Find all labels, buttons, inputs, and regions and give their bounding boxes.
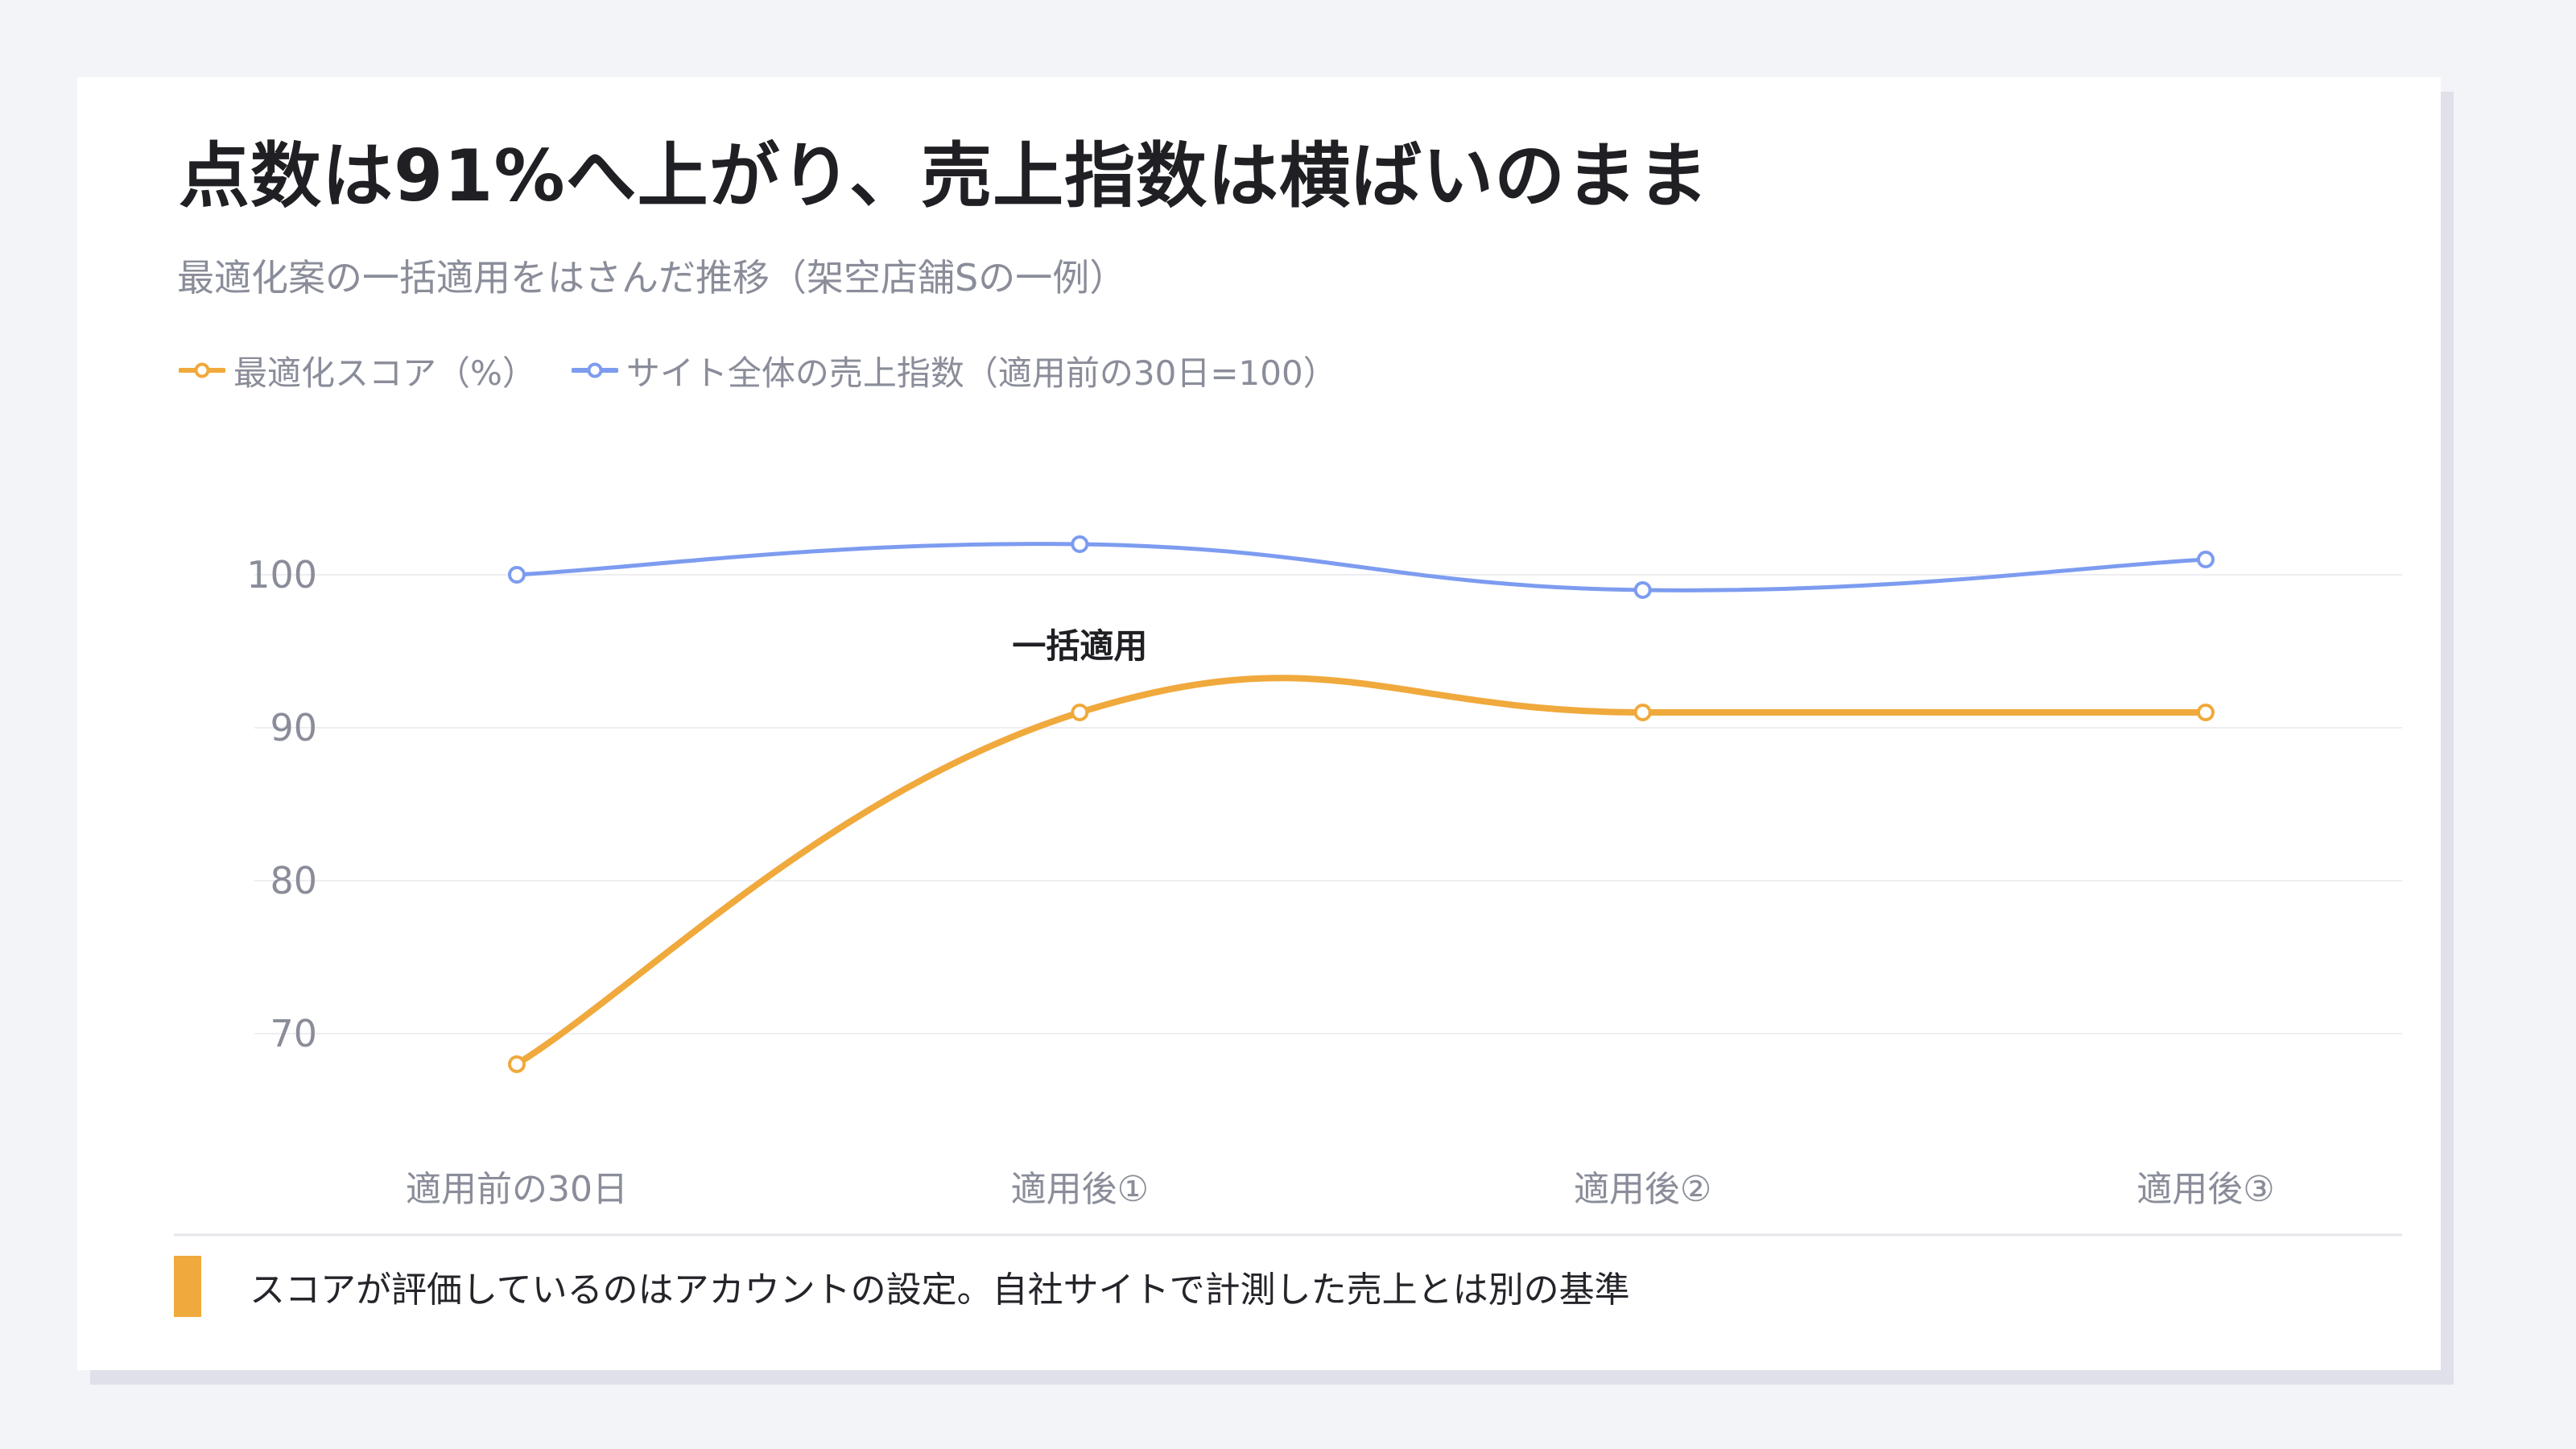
legend-item-score[interactable]: 最適化スコア（%） — [179, 346, 536, 395]
chart-legend: 最適化スコア（%） サイト全体の売上指数（適用前の30日=100） — [179, 345, 1373, 396]
data-point-score — [1071, 704, 1089, 721]
legend-label-sales: サイト全体の売上指数（適用前の30日=100） — [625, 353, 1337, 393]
y-tick-label: 80 — [270, 859, 317, 902]
line-chart: 70 80 90 100 適用前の30日 適用後① 適用後② 適用後③ 一括適用 — [174, 535, 2402, 1236]
y-tick-label: 90 — [270, 706, 317, 749]
footnote-text: スコアが評価しているのはアカウントの設定。自社サイトで計測した売上とは別の基準 — [250, 1269, 1630, 1311]
data-point-score — [1633, 704, 1652, 721]
chart-subtitle: 最適化案の一括適用をはさんだ推移（架空店舗Sの一例） — [177, 256, 1127, 299]
annotation-label: 一括適用 — [1012, 626, 1147, 666]
x-tick-label: 適用後③ — [2136, 1169, 2274, 1210]
chart-card: 点数は91%へ上がり、売上指数は横ばいのまま 最適化案の一括適用をはさんだ推移（… — [77, 77, 2441, 1370]
data-point-sales — [1071, 535, 1089, 553]
data-point-sales — [508, 566, 526, 584]
chart-title: 点数は91%へ上がり、売上指数は横ばいのまま — [179, 134, 1710, 217]
footnote: スコアが評価しているのはアカウントの設定。自社サイトで計測した売上とは別の基準 — [174, 1254, 1630, 1319]
legend-item-sales[interactable]: サイト全体の売上指数（適用前の30日=100） — [571, 346, 1337, 395]
data-point-score — [2197, 704, 2215, 721]
x-tick-label: 適用後① — [1011, 1169, 1149, 1210]
footnote-marker — [174, 1256, 201, 1317]
x-tick-label: 適用後② — [1574, 1169, 1711, 1210]
legend-swatch-sales — [571, 362, 618, 378]
legend-swatch-score — [179, 362, 225, 378]
legend-label-score: 最適化スコア（%） — [233, 353, 536, 393]
series-line-sales — [514, 542, 2208, 592]
data-point-sales — [2197, 551, 2215, 568]
data-point-score — [508, 1055, 526, 1073]
data-point-sales — [1633, 581, 1652, 599]
x-tick-label: 適用前の30日 — [406, 1169, 628, 1210]
y-tick-label: 70 — [270, 1012, 317, 1055]
y-tick-label: 100 — [246, 553, 317, 597]
series-line-score — [514, 675, 2209, 1067]
